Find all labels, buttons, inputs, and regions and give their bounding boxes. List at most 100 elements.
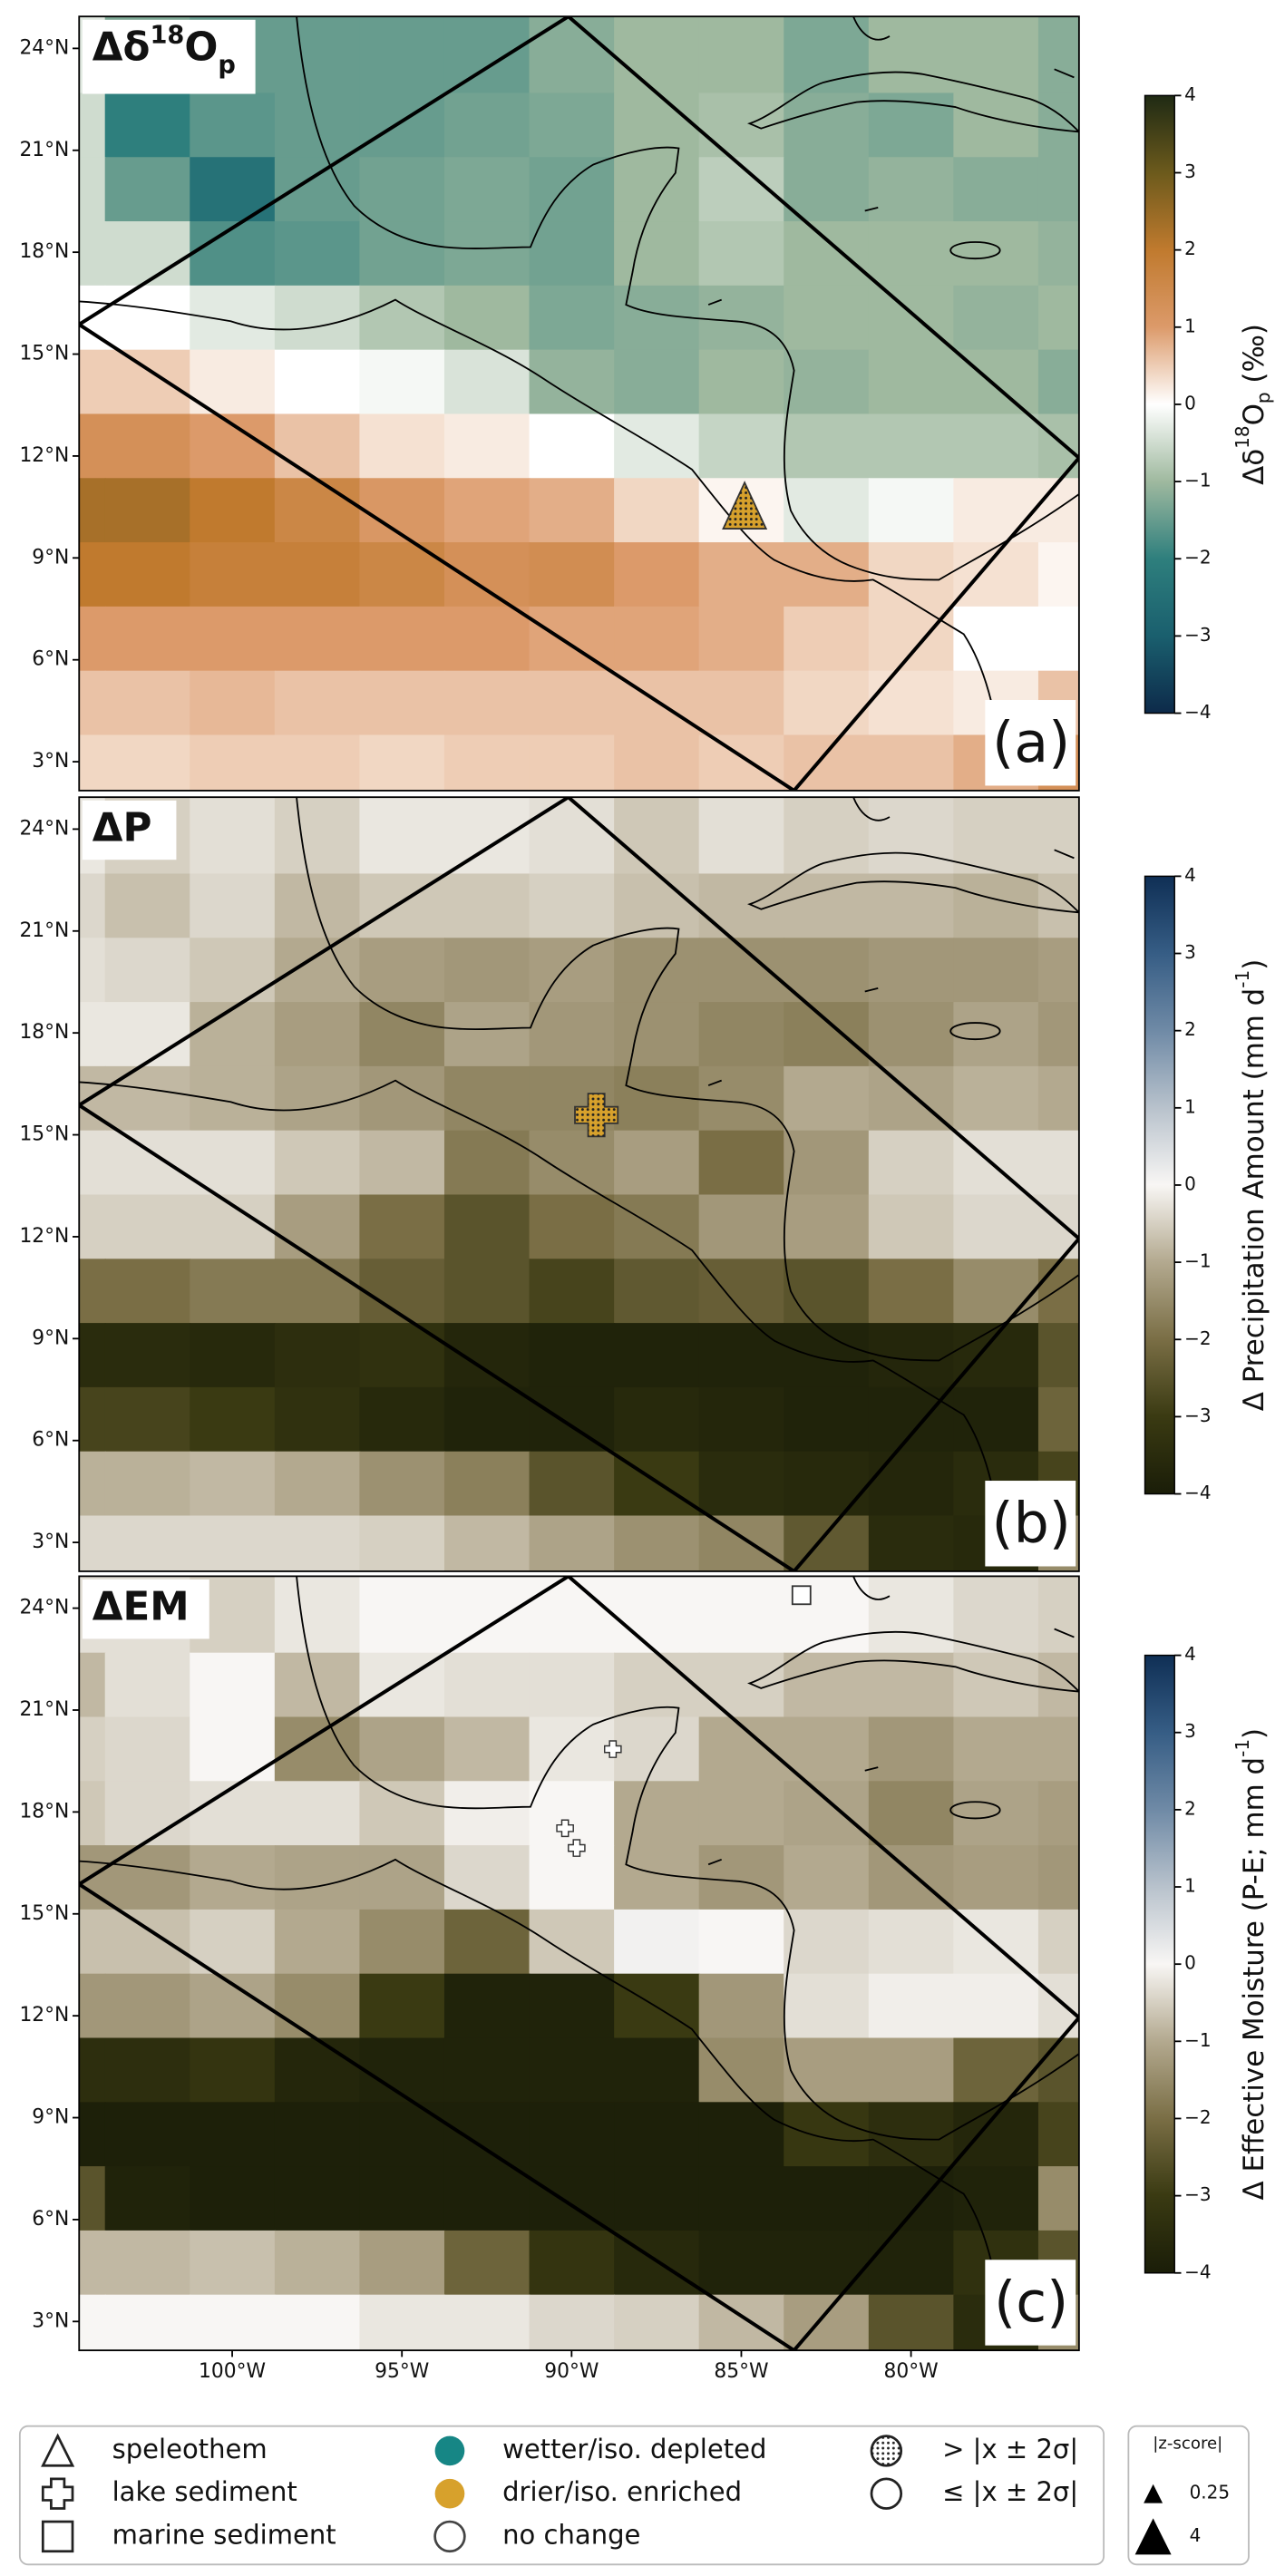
legend-label: wetter/iso. depleted (502, 2434, 766, 2464)
grid-cell (614, 2294, 700, 2351)
grid-cell (79, 1451, 106, 1517)
colorbar-tick-label: −3 (1184, 2183, 1211, 2205)
grid-cell (614, 938, 700, 1003)
grid-cell (359, 1065, 445, 1132)
grid-cell (698, 1323, 785, 1388)
grid-cell (104, 670, 191, 736)
grid-cell (868, 2294, 955, 2351)
grid-cell (953, 285, 1039, 351)
grid-cell (1037, 1652, 1079, 1718)
grid-cell (274, 221, 361, 287)
legend-icon (41, 2477, 74, 2510)
colorbar-tick-label: −3 (1184, 1405, 1211, 1426)
legend-icon (870, 2477, 903, 2510)
grid-cell (529, 478, 616, 543)
panel-frame (78, 796, 1080, 1572)
grid-cell (79, 1386, 106, 1453)
grid-cell (614, 1781, 700, 1846)
grid-cell (79, 157, 106, 222)
grid-cell (274, 1002, 361, 1067)
grid-cell (868, 1716, 955, 1783)
grid-cell (614, 1002, 700, 1067)
site-marker (603, 1740, 622, 1758)
grid-cell (698, 2230, 785, 2296)
size-legend-label: 4 (1190, 2524, 1202, 2546)
grid-cell (443, 1130, 531, 1196)
colorbar-tick-label: 4 (1184, 1643, 1196, 1665)
grid-cell (274, 2294, 361, 2351)
grid-cell (443, 542, 531, 608)
grid-cell (190, 221, 276, 287)
grid-cell (698, 16, 785, 94)
grid-cell (1037, 413, 1079, 480)
colorbar-tick-label: −4 (1184, 1482, 1211, 1503)
y-tick-label: 21°N (19, 139, 69, 161)
grid-cell (443, 1065, 531, 1132)
grid-cell (614, 1515, 700, 1571)
grid-cell (79, 1973, 106, 2039)
grid-cell (868, 2230, 955, 2296)
legend-label: marine sediment (112, 2519, 336, 2550)
grid-cell (359, 2037, 445, 2104)
grid-cell (614, 1130, 700, 1196)
grid-cell (359, 1194, 445, 1260)
grid-cell (529, 1323, 616, 1388)
grid-cell (274, 349, 361, 415)
grid-cell (104, 1386, 191, 1453)
grid-cell (104, 542, 191, 608)
grid-cell (274, 2230, 361, 2296)
grid-cell (868, 1973, 955, 2039)
site-marker (575, 1094, 618, 1137)
grid-cell (190, 2166, 276, 2231)
grid-cell (529, 1652, 616, 1718)
grid-cell (1037, 1386, 1079, 1453)
grid-cell (1037, 797, 1079, 875)
grid-cell (274, 16, 361, 94)
grid-cell (529, 2166, 616, 2231)
grid-cell (104, 157, 191, 222)
grid-cell (274, 157, 361, 222)
panel-cells (79, 16, 1079, 791)
grid-cell (614, 1909, 700, 1975)
colorbar-label: Δ Effective Moisture (P-E; mm d-1) (1231, 1728, 1270, 2201)
grid-cell (359, 1909, 445, 1975)
grid-cell (443, 157, 531, 222)
legend: speleothem lake sediment marine sediment… (18, 2425, 1250, 2566)
grid-cell (868, 2166, 955, 2231)
grid-cell (79, 606, 106, 672)
y-tick-label: 9°N (32, 2106, 69, 2129)
grid-cell (784, 1909, 870, 1975)
grid-cell (274, 1716, 361, 1783)
grid-cell (79, 413, 106, 480)
grid-cell (190, 1845, 276, 1910)
grid-cell (79, 1002, 106, 1067)
grid-cell (868, 16, 955, 94)
grid-cell (359, 413, 445, 480)
grid-cell (614, 734, 700, 791)
grid-cell (104, 734, 191, 791)
grid-cell (1037, 606, 1079, 672)
grid-cell (359, 1781, 445, 1846)
grid-cell (79, 670, 106, 736)
grid-cell (274, 2102, 361, 2168)
grid-cell (190, 1323, 276, 1388)
grid-cell (529, 1515, 616, 1571)
grid-cell (529, 285, 616, 351)
grid-cell (190, 1515, 276, 1571)
grid-cell (1037, 1576, 1079, 1654)
grid-cell (190, 797, 276, 875)
grid-cell (784, 1194, 870, 1260)
grid-cell (274, 1259, 361, 1325)
grid-cell (698, 1002, 785, 1067)
panel-label: (a) (992, 710, 1070, 775)
grid-cell (953, 16, 1039, 94)
grid-cell (698, 2166, 785, 2231)
grid-cell (529, 1194, 616, 1260)
legend-label: no change (502, 2519, 640, 2550)
grid-cell (529, 1576, 616, 1654)
grid-cell (443, 873, 531, 939)
grid-cell (190, 285, 276, 351)
legend-label: speleothem (112, 2434, 268, 2464)
grid-cell (698, 542, 785, 608)
colorbar-tick-label: 3 (1184, 1720, 1196, 1742)
